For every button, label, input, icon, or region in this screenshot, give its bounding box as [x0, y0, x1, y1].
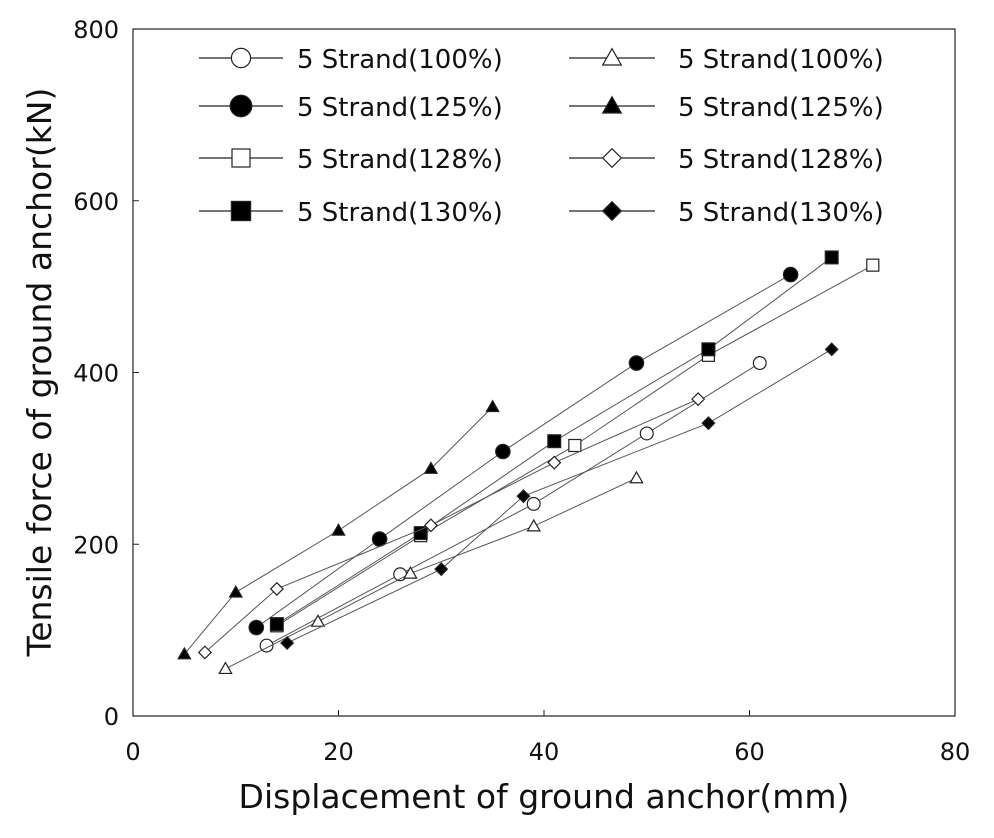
legend-label: 5 Strand(128%) — [678, 145, 884, 175]
data-point — [691, 392, 706, 407]
legend: 5 Strand(100%) 5 Strand(125%) 5 Strand(128… — [199, 45, 884, 228]
plot-frame — [132, 28, 956, 717]
series-1 — [259, 356, 767, 653]
legend-item: 5 Strand(130%) — [569, 198, 884, 228]
legend-label: 5 Strand(128%) — [297, 145, 503, 175]
data-point — [485, 399, 500, 413]
series-6 — [177, 399, 500, 660]
legend-marker — [601, 95, 623, 114]
data-point — [423, 461, 439, 474]
legend-item: 5 Strand(100%) — [199, 45, 503, 75]
legend-marker — [601, 200, 623, 222]
series-3 — [270, 258, 880, 633]
data-point — [269, 617, 284, 632]
legend-marker — [230, 47, 252, 69]
data-point — [628, 355, 645, 371]
data-point — [824, 250, 839, 265]
series-4 — [269, 250, 839, 632]
data-point — [701, 342, 716, 357]
data-point — [701, 416, 716, 431]
data-point — [568, 438, 582, 453]
legend-label: 5 Strand(130%) — [678, 198, 884, 228]
x-axis-title: Displacement of ground anchor(mm) — [239, 777, 850, 816]
data-point — [310, 614, 326, 627]
legend-marker — [601, 47, 623, 66]
x-tick-label: 0 — [125, 738, 140, 766]
legend-item: 5 Strand(125%) — [199, 93, 503, 123]
data-point — [248, 619, 265, 636]
y-axis-title: Tensile force of ground anchor(kN) — [20, 88, 59, 658]
data-point — [218, 661, 233, 675]
data-point — [629, 470, 644, 484]
data-point — [866, 258, 880, 272]
data-point — [526, 518, 541, 532]
legend-label: 5 Strand(130%) — [297, 198, 503, 228]
legend-label: 5 Strand(125%) — [297, 93, 503, 123]
data-point — [413, 526, 428, 541]
data-point — [639, 426, 654, 441]
legend-marker — [231, 148, 251, 168]
data-point — [526, 496, 541, 511]
legend-marker — [230, 200, 252, 222]
legend-label: 5 Strand(100%) — [297, 45, 503, 75]
series-line — [266, 362, 761, 647]
series-2 — [248, 266, 799, 636]
legend-marker — [229, 94, 253, 118]
legend-item: 5 Strand(130%) — [199, 198, 503, 228]
series-layer — [177, 250, 880, 675]
data-point — [259, 638, 274, 653]
x-tick-label: 60 — [734, 738, 765, 766]
data-point — [782, 266, 799, 283]
x-tick-label: 80 — [940, 738, 971, 766]
data-point — [495, 443, 511, 460]
x-tick-label: 20 — [323, 738, 354, 766]
data-point — [269, 581, 284, 596]
legend-label: 5 Strand(100%) — [678, 45, 884, 75]
data-point — [752, 356, 767, 371]
data-point — [516, 489, 531, 504]
y-tick-label: 800 — [73, 16, 119, 44]
series-line — [286, 348, 832, 644]
data-point — [177, 646, 192, 660]
data-point — [824, 342, 839, 357]
legend-item: 5 Strand(100%) — [569, 45, 884, 75]
legend-item: 5 Strand(125%) — [569, 93, 884, 123]
x-tick-label: 40 — [529, 738, 560, 766]
data-point — [331, 523, 346, 536]
y-tick-label: 200 — [73, 531, 119, 559]
legend-item: 5 Strand(128%) — [199, 145, 503, 175]
y-tick-label: 600 — [73, 188, 119, 216]
data-point — [547, 455, 562, 470]
series-8 — [280, 342, 839, 651]
data-point — [547, 434, 562, 449]
data-point — [280, 635, 295, 651]
legend-item: 5 Strand(128%) — [569, 145, 884, 175]
y-tick-label: 0 — [104, 703, 119, 731]
series-7 — [197, 392, 706, 660]
data-point — [423, 518, 439, 533]
data-point — [228, 584, 243, 598]
series-line — [204, 398, 699, 653]
data-point — [434, 562, 449, 577]
series-line — [256, 274, 791, 628]
legend-label: 5 Strand(125%) — [678, 93, 884, 123]
data-point — [197, 645, 212, 660]
y-tick-label: 400 — [73, 360, 119, 388]
legend-marker — [601, 147, 623, 169]
data-point — [403, 566, 418, 579]
